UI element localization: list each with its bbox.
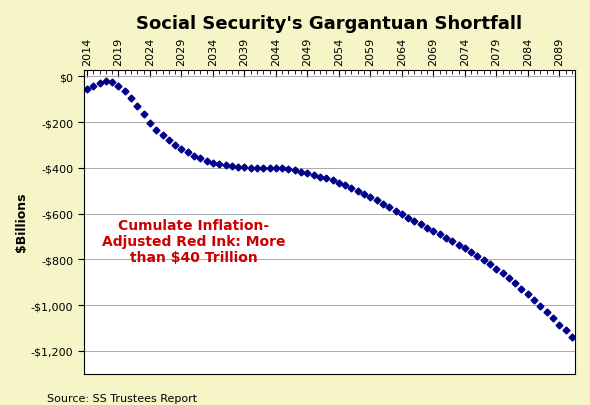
Text: Source: SS Trustees Report: Source: SS Trustees Report xyxy=(47,393,197,403)
Title: Social Security's Gargantuan Shortfall: Social Security's Gargantuan Shortfall xyxy=(136,15,523,33)
Text: Cumulate Inflation-
Adjusted Red Ink: More
than $40 Trillion: Cumulate Inflation- Adjusted Red Ink: Mo… xyxy=(102,218,286,264)
Y-axis label: $Billions: $Billions xyxy=(15,192,28,252)
